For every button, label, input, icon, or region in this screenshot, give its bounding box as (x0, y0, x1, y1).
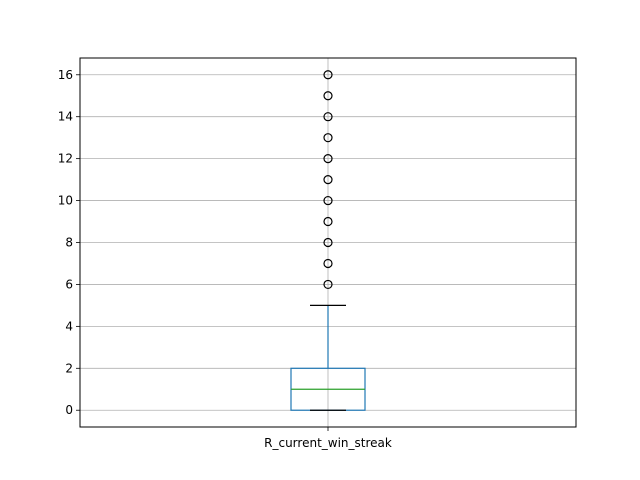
y-tick-label: 4 (65, 319, 73, 333)
outlier-point (323, 112, 333, 122)
outlier-point (323, 237, 333, 248)
outlier-point (323, 70, 333, 80)
x-axis-ticks: R_current_win_streak (264, 427, 392, 450)
outlier-point (323, 133, 333, 143)
outlier-point (323, 258, 333, 269)
outlier-point (323, 195, 333, 206)
y-tick-label: 12 (58, 152, 73, 166)
outlier-point (323, 279, 333, 290)
outlier-point (323, 91, 333, 101)
y-tick-label: 2 (65, 361, 73, 375)
y-tick-label: 8 (65, 236, 73, 250)
y-axis-ticks: 0 2 4 6 8 10 12 14 16 (58, 68, 80, 417)
y-tick-label: 16 (58, 68, 73, 82)
outlier-point (323, 175, 333, 185)
y-tick-label: 6 (65, 277, 73, 291)
outlier-point (323, 154, 333, 164)
y-tick-label: 14 (58, 110, 73, 124)
y-tick-label: 10 (58, 194, 73, 208)
x-tick-label: R_current_win_streak (264, 436, 392, 450)
plot-area (290, 70, 366, 411)
y-tick-label: 0 (65, 403, 73, 417)
outlier-point (323, 216, 333, 227)
